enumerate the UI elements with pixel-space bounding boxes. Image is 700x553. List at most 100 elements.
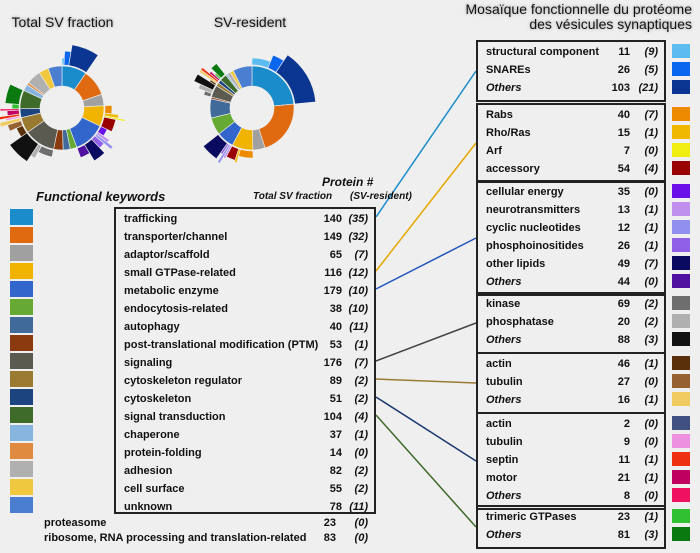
row-total: 12 [617, 222, 630, 234]
row-resident: (0) [354, 517, 368, 529]
row-resident: (0) [644, 376, 658, 388]
keyword-row: cell surface 55 (2) [116, 481, 374, 499]
subcategory-row: septin 11 (1) [478, 452, 664, 470]
row-label: Others [486, 529, 522, 541]
subcategory-color-swatch [672, 452, 690, 466]
row-total: 13 [617, 204, 630, 216]
subcategory-color-swatch [672, 470, 690, 484]
keyword-color-swatch [10, 281, 33, 297]
row-label: Others [486, 276, 522, 288]
row-label: metabolic enzyme [124, 285, 219, 297]
row-total: 26 [617, 64, 630, 76]
row-label: other lipids [486, 258, 546, 270]
subcategory-row: Others 103 (21) [478, 80, 664, 98]
subcategory-color-swatch [672, 488, 690, 502]
subcategory-color-swatch [672, 220, 690, 234]
row-resident: (1) [644, 222, 658, 234]
row-resident: (1) [644, 240, 658, 252]
connector-line [375, 322, 477, 362]
sv-resident-column-header: (SV-resident) [350, 191, 412, 202]
subcategory-row: tubulin 27 (0) [478, 374, 664, 392]
sunburst-inner-segment [258, 103, 295, 149]
row-label: Others [486, 490, 522, 502]
row-total: 82 [329, 465, 342, 477]
subcategory-color-swatch [672, 527, 690, 541]
row-resident: (0) [644, 145, 658, 157]
functional-keywords-table: trafficking 140 (35) transporter/channel 149… [114, 207, 376, 514]
subcategory-row: SNAREs 26 (5) [478, 62, 664, 80]
keyword-row: cytoskeleton 51 (2) [116, 391, 374, 409]
row-label: proteasome [44, 517, 107, 529]
row-label: Others [486, 334, 522, 346]
subcategory-color-swatch [672, 143, 690, 157]
keyword-color-swatch [10, 425, 33, 441]
subcategory-color-swatch [672, 107, 690, 121]
subcategory-color-swatch [672, 356, 690, 370]
subcategory-row: actin 2 (0) [478, 416, 664, 434]
extra-keyword-row: proteasome 23 (0) [36, 515, 376, 533]
subcategory-row: Rabs 40 (7) [478, 107, 664, 125]
subcategory-color-swatch [672, 392, 690, 406]
row-label: phosphatase [486, 316, 554, 328]
keyword-row: signaling 176 (7) [116, 355, 374, 373]
keyword-color-swatch [10, 245, 33, 261]
keyword-color-swatch [10, 353, 33, 369]
keyword-color-swatch [10, 461, 33, 477]
keyword-row: transporter/channel 149 (32) [116, 229, 374, 247]
row-resident: (2) [644, 298, 658, 310]
row-total: 16 [617, 394, 630, 406]
row-resident: (1) [644, 472, 658, 484]
keyword-color-swatch [10, 227, 33, 243]
mosaic-title-line1: Mosaïque fonctionnelle du protéome [465, 1, 692, 17]
row-label: endocytosis-related [124, 303, 228, 315]
sunburst-outer-segment [210, 63, 226, 79]
subcategory-box: cellular energy 35 (0) neurotransmitters 13 (… [476, 180, 666, 296]
total-sv-title: Total SV fraction [11, 14, 114, 30]
row-resident: (0) [354, 447, 368, 459]
mosaic-title-line2: des vésicules synaptiques [529, 16, 692, 32]
row-total: 11 [618, 46, 630, 58]
row-resident: (35) [348, 213, 368, 225]
keyword-color-swatch [10, 335, 33, 351]
subcategory-row: Others 88 (3) [478, 332, 664, 350]
row-resident: (1) [644, 394, 658, 406]
row-label: post-translational modification (PTM) [124, 339, 319, 351]
row-resident: (2) [354, 375, 368, 387]
row-total: 49 [617, 258, 630, 270]
row-total: 88 [617, 334, 630, 346]
protein-count-header: Protein # [322, 175, 374, 189]
row-label: kinase [486, 298, 521, 310]
connector-line [375, 70, 477, 218]
sunburst-outer-segment [104, 105, 113, 115]
row-total: 2 [623, 418, 630, 430]
subcategory-row: accessory 54 (4) [478, 161, 664, 179]
row-total: 176 [323, 357, 342, 369]
row-resident: (2) [354, 465, 368, 477]
functional-keywords-header: Functional keywords [36, 189, 166, 204]
keyword-color-swatch [10, 299, 33, 315]
row-resident: (3) [644, 529, 658, 541]
row-label: cellular energy [486, 186, 564, 198]
row-total: 11 [618, 454, 630, 466]
sunburst-inner-segment [47, 65, 63, 88]
row-total: 9 [623, 436, 630, 448]
row-resident: (7) [354, 249, 368, 261]
row-total: 40 [329, 321, 342, 333]
row-label: cell surface [124, 483, 185, 495]
row-resident: (12) [348, 267, 368, 279]
row-label: trimeric GTPases [486, 511, 577, 523]
row-total: 8 [623, 490, 630, 502]
subcategory-row: cellular energy 35 (0) [478, 184, 664, 202]
subcategory-color-swatch [672, 314, 690, 328]
row-total: 26 [617, 240, 630, 252]
row-total: 46 [617, 358, 630, 370]
row-resident: (5) [644, 64, 658, 76]
subcategory-row: kinase 69 (2) [478, 296, 664, 314]
subcategory-color-swatch [672, 202, 690, 216]
connector-line [375, 396, 477, 462]
row-total: 179 [323, 285, 342, 297]
total-sv-column-header: Total SV fraction [253, 191, 333, 202]
row-label: trafficking [124, 213, 178, 225]
row-label: tubulin [486, 436, 523, 448]
row-label: septin [486, 454, 519, 466]
